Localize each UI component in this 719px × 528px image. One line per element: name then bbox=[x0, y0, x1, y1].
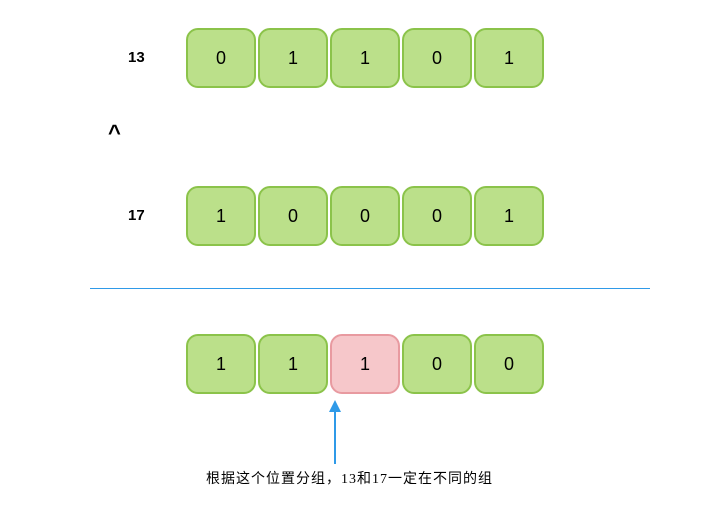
bit-cell: 0 bbox=[474, 334, 544, 394]
bit-cell: 1 bbox=[474, 186, 544, 246]
xor-operator: ^ bbox=[108, 120, 121, 146]
bit-cell: 1 bbox=[186, 186, 256, 246]
pointer-arrow bbox=[329, 400, 341, 464]
bit-cell: 0 bbox=[402, 186, 472, 246]
bit-cell: 1 bbox=[474, 28, 544, 88]
bit-cell: 1 bbox=[330, 28, 400, 88]
arrow-line bbox=[334, 412, 336, 464]
bit-cell: 1 bbox=[258, 28, 328, 88]
cells-row2: 10001 bbox=[186, 186, 544, 246]
bit-cell: 0 bbox=[330, 186, 400, 246]
bit-cell: 0 bbox=[402, 334, 472, 394]
caption-text: 根据这个位置分组，13和17一定在不同的组 bbox=[206, 468, 493, 488]
row1-label: 13 bbox=[128, 49, 178, 66]
arrow-head-icon bbox=[329, 400, 341, 412]
row2-label: 17 bbox=[128, 207, 178, 224]
bit-row-result: 11100 bbox=[186, 334, 544, 394]
cells-row1: 01101 bbox=[186, 28, 544, 88]
cells-row3: 11100 bbox=[186, 334, 544, 394]
bit-row-13: 01101 bbox=[186, 28, 544, 88]
bit-cell: 0 bbox=[186, 28, 256, 88]
divider-line bbox=[90, 288, 650, 289]
bit-cell: 1 bbox=[186, 334, 256, 394]
bit-row-17: 10001 bbox=[186, 186, 544, 246]
bit-cell: 1 bbox=[258, 334, 328, 394]
bit-cell: 1 bbox=[330, 334, 400, 394]
bit-cell: 0 bbox=[258, 186, 328, 246]
bit-cell: 0 bbox=[402, 28, 472, 88]
